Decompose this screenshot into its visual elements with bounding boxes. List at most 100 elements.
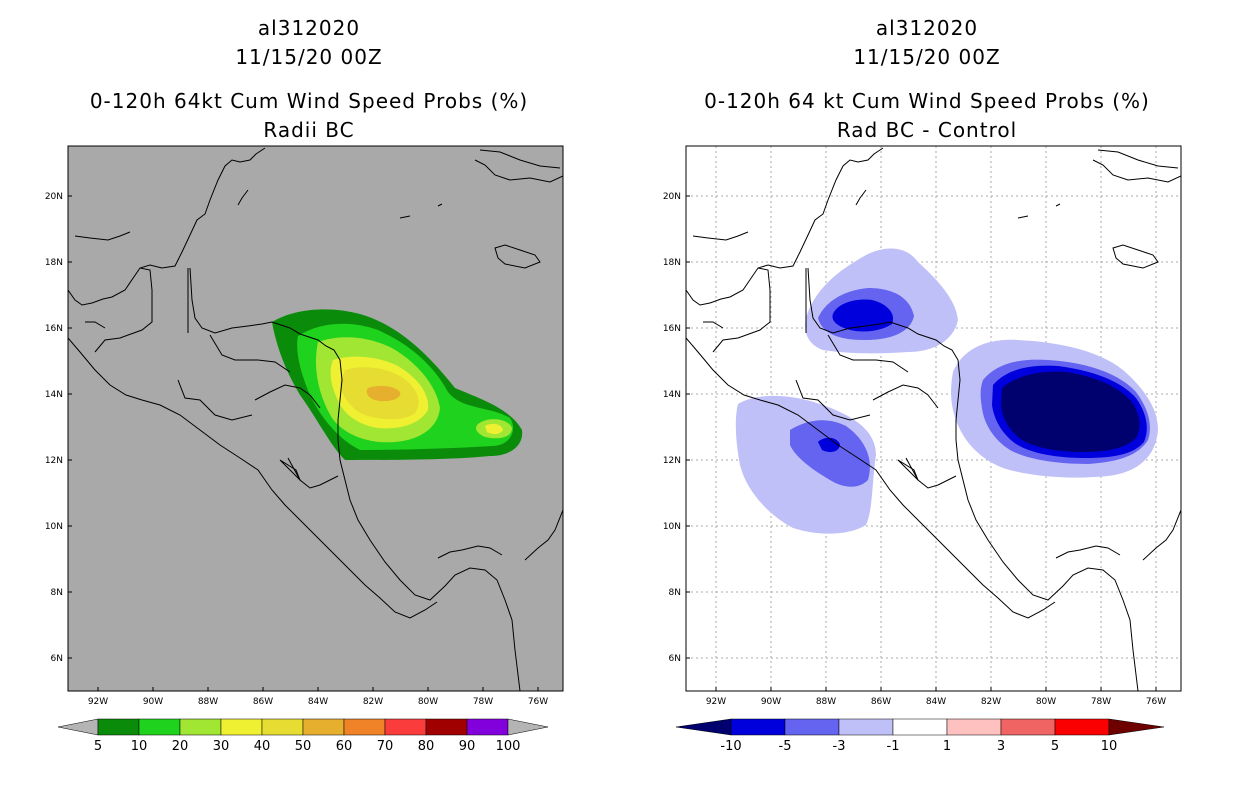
colorbar-label-5: 5 (94, 739, 102, 754)
right-lon-labels: 92W 90W 88W 86W 84W 82W 80W 78W 76W (706, 687, 1166, 707)
colorbar-label--10: -10 (720, 739, 741, 754)
colorbar-swatch-1 (784, 718, 840, 736)
lon-label-78w: 78W (1091, 697, 1111, 707)
colorbar-label-10: 10 (1101, 739, 1118, 754)
colorbar-label-5: 5 (1051, 739, 1059, 754)
right-map-frame (685, 145, 1182, 692)
colorbar-label-100: 100 (496, 739, 521, 754)
colorbar-swatch-5 (302, 718, 345, 736)
right-product-title: 0-120h 64 kt Cum Wind Speed Probs (%) (704, 89, 1150, 113)
prob-area-50 (366, 385, 401, 402)
colorbar-label-20: 20 (172, 739, 189, 754)
colorbar-swatch-2 (838, 718, 894, 736)
lon-label-86w: 86W (871, 697, 891, 707)
colorbar-label-70: 70 (377, 739, 394, 754)
right-storm-id: al312020 (875, 16, 979, 40)
colorbar-label-90: 90 (459, 739, 476, 754)
lon-label-76w: 76W (528, 697, 548, 707)
colorbar-swatch-0 (730, 718, 786, 736)
prob-area-30-east (485, 423, 503, 435)
lat-label-6n: 6N (669, 654, 681, 664)
colorbar-swatch-8 (425, 718, 468, 736)
colorbar-swatch-2 (179, 718, 222, 736)
lon-label-90w: 90W (761, 697, 781, 707)
lat-label-16n: 16N (663, 324, 681, 334)
colorbar-arrow-right (1108, 718, 1165, 736)
left-map-svg: 20N 18N 16N 14N 12N 10N 8N 6N 92W 90W 88W 86W 84W 82… (45, 145, 564, 754)
colorbar-label-10: 10 (131, 739, 148, 754)
diff-area-east-darkest (1001, 371, 1140, 452)
colorbar-label-40: 40 (254, 739, 271, 754)
lat-label-10n: 10N (663, 522, 681, 532)
lat-label-18n: 18N (45, 258, 63, 268)
colorbar-swatch-4 (946, 718, 1002, 736)
colorbar-swatch-1 (138, 718, 181, 736)
lat-label-20n: 20N (45, 192, 63, 202)
colorbar-swatch-6 (1054, 718, 1110, 736)
left-coastlines (68, 147, 563, 691)
colorbar-swatch-3 (220, 718, 263, 736)
left-subtitle: Radii BC (263, 118, 355, 142)
colorbar-arrow-left (57, 718, 99, 736)
left-storm-id: al312020 (257, 16, 361, 40)
lat-label-10n: 10N (45, 522, 63, 532)
left-panel: al312020 11/15/20 00Z 0-120h 64kt Cum Wi… (45, 16, 564, 754)
lat-label-14n: 14N (45, 390, 63, 400)
colorbar-label--3: -3 (833, 739, 846, 754)
lon-label-88w: 88W (816, 697, 836, 707)
colorbar-swatch-3 (892, 718, 948, 736)
lat-label-8n: 8N (51, 588, 63, 598)
lon-label-84w: 84W (926, 697, 946, 707)
lat-label-18n: 18N (663, 258, 681, 268)
colorbar-label-50: 50 (295, 739, 312, 754)
lon-label-92w: 92W (706, 697, 726, 707)
lat-label-6n: 6N (51, 654, 63, 664)
right-date: 11/15/20 00Z (853, 45, 1001, 69)
right-lat-labels: 20N 18N 16N 14N 12N 10N 8N 6N (663, 192, 690, 664)
colorbar-swatch-4 (261, 718, 304, 736)
left-lon-labels: 92W 90W 88W 86W 84W 82W 80W 78W 76W (88, 687, 548, 707)
right-panel: al312020 11/15/20 00Z 0-120h 64 kt Cum W… (618, 0, 1236, 800)
diff-area-west-dark (818, 437, 840, 452)
colorbar-label-3: 3 (997, 739, 1005, 754)
left-product-title: 0-120h 64kt Cum Wind Speed Probs (%) (89, 89, 529, 113)
colorbar-label-1: 1 (943, 739, 951, 754)
lon-label-76w: 76W (1146, 697, 1166, 707)
left-colorbar: 5 10 20 30 40 50 60 70 80 90 100 (57, 718, 549, 754)
right-gridlines (686, 146, 1181, 691)
lon-label-90w: 90W (143, 697, 163, 707)
colorbar-swatch-6 (343, 718, 386, 736)
colorbar-label-80: 80 (418, 739, 435, 754)
colorbar-label-30: 30 (213, 739, 230, 754)
colorbar-arrow-left (675, 718, 732, 736)
right-colorbar: -10 -5 -3 -1 1 3 5 10 (675, 718, 1165, 754)
colorbar-label-60: 60 (336, 739, 353, 754)
diff-area-north-dark (832, 299, 894, 332)
lon-label-84w: 84W (308, 697, 328, 707)
left-lat-labels: 20N 18N 16N 14N 12N 10N 8N 6N (45, 192, 72, 664)
colorbar-swatch-7 (384, 718, 427, 736)
lat-label-16n: 16N (45, 324, 63, 334)
lon-label-82w: 82W (363, 697, 383, 707)
colorbar-arrow-right (507, 718, 549, 736)
left-date: 11/15/20 00Z (235, 45, 383, 69)
lon-label-88w: 88W (198, 697, 218, 707)
lat-label-14n: 14N (663, 390, 681, 400)
colorbar-label--1: -1 (887, 739, 900, 754)
lat-label-20n: 20N (663, 192, 681, 202)
lat-label-12n: 12N (45, 456, 63, 466)
right-coastlines (686, 147, 1181, 691)
lon-label-80w: 80W (1036, 697, 1056, 707)
lon-label-80w: 80W (418, 697, 438, 707)
lon-label-86w: 86W (253, 697, 273, 707)
colorbar-swatch-5 (1000, 718, 1056, 736)
colorbar-swatch-0 (97, 718, 140, 736)
lon-label-78w: 78W (473, 697, 493, 707)
diff-area-west-mid (790, 420, 870, 487)
lat-label-8n: 8N (669, 588, 681, 598)
right-map-svg: 20N 18N 16N 14N 12N 10N 8N 6N 92W 90W 88W 86W 84W 82… (663, 145, 1182, 754)
colorbar-swatch-9 (466, 718, 509, 736)
right-subtitle: Rad BC - Control (836, 118, 1018, 142)
colorbar-label--5: -5 (779, 739, 792, 754)
lon-label-92w: 92W (88, 697, 108, 707)
